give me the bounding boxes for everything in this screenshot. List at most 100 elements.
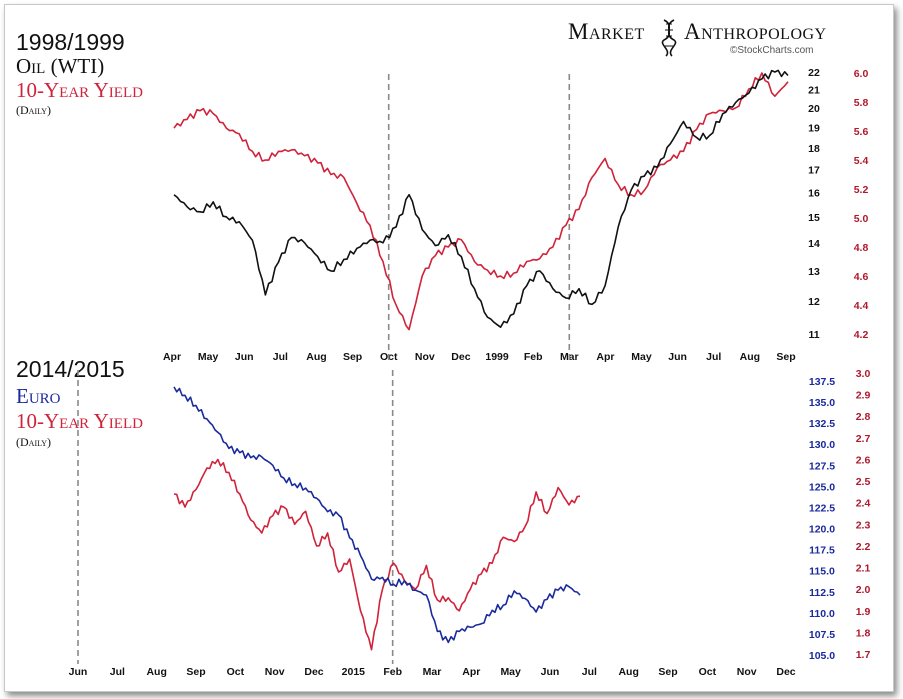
brand-title-left: Market bbox=[568, 19, 645, 44]
axis-tick-label: 4.4 bbox=[854, 300, 869, 312]
x-tick-label: Feb bbox=[524, 351, 543, 363]
x-tick-label: Jul bbox=[273, 351, 288, 363]
x-tick-label: Aug bbox=[306, 351, 326, 363]
axis-tick-label: 4.6 bbox=[854, 271, 869, 283]
top-panel-year: 1998/1999 bbox=[16, 29, 125, 55]
x-tick-label: Nov bbox=[265, 666, 285, 678]
axis-tick-label: 2.4 bbox=[856, 498, 871, 510]
axis-tick-label: 17 bbox=[808, 164, 820, 176]
axis-tick-label: 127.5 bbox=[809, 460, 835, 472]
top-panel-note: (Daily) bbox=[16, 103, 51, 117]
axis-tick-label: 3.0 bbox=[856, 368, 871, 380]
axis-tick-label: 2.2 bbox=[856, 541, 871, 553]
x-tick-label: Oct bbox=[699, 666, 717, 678]
chart-frame bbox=[4, 4, 894, 692]
x-tick-label: Jun bbox=[541, 666, 560, 678]
x-tick-label: May bbox=[500, 666, 521, 678]
x-tick-label: May bbox=[631, 351, 652, 363]
series-line-primary bbox=[173, 386, 581, 644]
series-line-primary bbox=[173, 69, 789, 328]
axis-tick-label: 107.5 bbox=[809, 629, 835, 641]
x-tick-label: Feb bbox=[383, 666, 402, 678]
x-tick-label: Mar bbox=[423, 666, 442, 678]
x-tick-label: Jun bbox=[69, 666, 88, 678]
axis-tick-label: 125.0 bbox=[809, 481, 835, 493]
x-tick-label: Sep bbox=[658, 666, 677, 678]
axis-tick-label: 22 bbox=[808, 67, 820, 79]
top-series-label-yield: 10-Year Yield bbox=[16, 78, 143, 102]
x-tick-label: Apr bbox=[163, 351, 181, 363]
x-tick-label: May bbox=[198, 351, 219, 363]
axis-tick-label: 130.0 bbox=[809, 439, 835, 451]
bottom-panel-year: 2014/2015 bbox=[16, 356, 125, 382]
x-tick-label: Sep bbox=[776, 351, 795, 363]
axis-tick-label: 2.0 bbox=[856, 584, 871, 596]
bottom-series-label-yield: 10-Year Yield bbox=[16, 409, 143, 433]
x-tick-label: Sep bbox=[343, 351, 362, 363]
x-tick-label: Jun bbox=[668, 351, 687, 363]
axis-tick-label: 11 bbox=[808, 329, 819, 341]
axis-tick-label: 12 bbox=[808, 296, 820, 308]
series-line-yield bbox=[173, 72, 789, 331]
axis-tick-label: 1.9 bbox=[856, 606, 871, 618]
x-tick-label: Dec bbox=[304, 666, 323, 678]
bottom-panel-note: (Daily) bbox=[16, 435, 51, 449]
axis-tick-label: 105.0 bbox=[809, 650, 835, 662]
x-tick-label: Sep bbox=[186, 666, 205, 678]
axis-tick-label: 2.1 bbox=[856, 563, 871, 575]
axis-tick-label: 112.5 bbox=[809, 587, 835, 599]
axis-tick-label: 19 bbox=[808, 122, 820, 134]
x-tick-label: Jun bbox=[235, 351, 254, 363]
axis-tick-label: 6.0 bbox=[854, 68, 869, 80]
axis-tick-label: 2.9 bbox=[856, 390, 871, 402]
axis-tick-label: 4.8 bbox=[854, 242, 869, 254]
axis-tick-label: 135.0 bbox=[809, 397, 835, 409]
x-tick-label: Aug bbox=[146, 666, 166, 678]
axis-tick-label: 5.0 bbox=[854, 213, 869, 225]
credit: ©StockCharts.com bbox=[730, 45, 814, 56]
axis-tick-label: 2.6 bbox=[856, 454, 871, 466]
series-line-yield bbox=[173, 458, 581, 651]
x-tick-label: Aug bbox=[618, 666, 638, 678]
axis-tick-label: 5.8 bbox=[854, 97, 869, 109]
axis-tick-label: 137.5 bbox=[809, 376, 835, 388]
axis-tick-label: 2.3 bbox=[856, 519, 871, 531]
axis-tick-label: 2.7 bbox=[856, 433, 871, 445]
axis-tick-label: 115.0 bbox=[809, 566, 835, 578]
axis-tick-label: 4.2 bbox=[854, 329, 869, 341]
x-tick-label: Dec bbox=[451, 351, 470, 363]
axis-tick-label: 120.0 bbox=[809, 524, 835, 536]
x-tick-label: Nov bbox=[415, 351, 435, 363]
axis-tick-label: 2.8 bbox=[856, 411, 871, 423]
axis-tick-label: 5.4 bbox=[854, 155, 869, 167]
x-tick-label: 1999 bbox=[485, 351, 509, 363]
x-tick-label: Jul bbox=[582, 666, 597, 678]
x-tick-label: Dec bbox=[776, 666, 795, 678]
axis-tick-label: 110.0 bbox=[809, 608, 835, 620]
axis-tick-label: 2.5 bbox=[856, 476, 871, 488]
x-tick-label: Aug bbox=[740, 351, 760, 363]
x-tick-label: Oct bbox=[227, 666, 245, 678]
top-series-label-oil: Oil (WTI) bbox=[16, 54, 105, 78]
axis-tick-label: 16 bbox=[808, 187, 820, 199]
axis-tick-label: 5.6 bbox=[854, 126, 869, 138]
axis-tick-label: 13 bbox=[808, 266, 820, 278]
x-tick-label: Apr bbox=[462, 666, 480, 678]
x-tick-label: Jul bbox=[706, 351, 721, 363]
axis-tick-label: 5.2 bbox=[854, 184, 869, 196]
axis-tick-label: 122.5 bbox=[809, 502, 835, 514]
x-tick-label: Apr bbox=[596, 351, 614, 363]
axis-tick-label: 14 bbox=[808, 238, 820, 250]
axis-tick-label: 132.5 bbox=[809, 418, 835, 430]
axis-tick-label: 15 bbox=[808, 212, 820, 224]
axis-tick-label: 21 bbox=[808, 85, 820, 97]
x-tick-label: Jul bbox=[110, 666, 125, 678]
axis-tick-label: 18 bbox=[808, 143, 820, 155]
brand-title-right: Anthropology bbox=[684, 19, 827, 44]
bottom-series-label-euro: Euro bbox=[16, 384, 61, 408]
axis-tick-label: 20 bbox=[808, 103, 820, 115]
axis-tick-label: 1.7 bbox=[856, 649, 871, 661]
axis-tick-label: 117.5 bbox=[809, 545, 835, 557]
x-tick-label: Nov bbox=[737, 666, 757, 678]
